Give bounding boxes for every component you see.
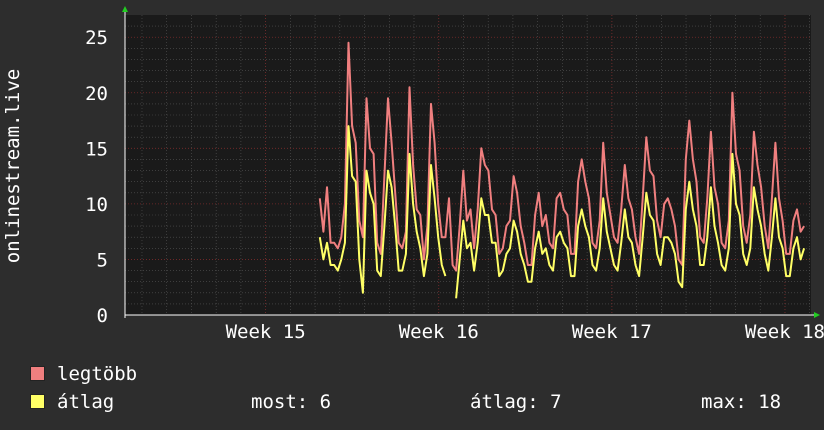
y-tick-label: 15 (85, 138, 108, 160)
x-tick-label: Week 15 (226, 321, 306, 343)
legend-label-avg: átlag (57, 391, 115, 413)
y-axis-label: onlinestream.live (2, 69, 24, 263)
stat-max: max: 18 (701, 391, 782, 413)
x-tick-labels: Week 15 Week 16 Week 17 Week 18 (226, 321, 824, 343)
series-line (318, 41, 805, 272)
y-axis-arrow (122, 6, 128, 12)
x-tick-label: Week 17 (572, 321, 652, 343)
stat-atlag: átlag: 7 (470, 391, 562, 413)
x-tick-label: Week 16 (399, 321, 479, 343)
x-axis-arrow (814, 312, 820, 318)
y-tick-labels: 0 5 10 15 20 25 (85, 27, 108, 327)
y-tick-label: 0 (97, 305, 108, 327)
legend-avg: átlag (30, 391, 114, 413)
legend-swatch-max (30, 366, 45, 381)
x-tick-label: Week 18 (745, 321, 824, 343)
plot-area (125, 15, 811, 315)
legend-swatch-avg (30, 394, 45, 409)
series-line (318, 125, 806, 299)
axes (122, 6, 820, 318)
y-tick-label: 10 (85, 194, 108, 216)
series-lines (318, 41, 806, 299)
y-tick-label: 25 (85, 27, 108, 49)
legend-label-max: legtöbb (57, 363, 138, 385)
y-tick-label: 20 (85, 83, 108, 105)
legend-max: legtöbb (30, 363, 137, 385)
y-tick-label: 5 (97, 249, 108, 271)
stat-most: most: 6 (251, 391, 332, 413)
